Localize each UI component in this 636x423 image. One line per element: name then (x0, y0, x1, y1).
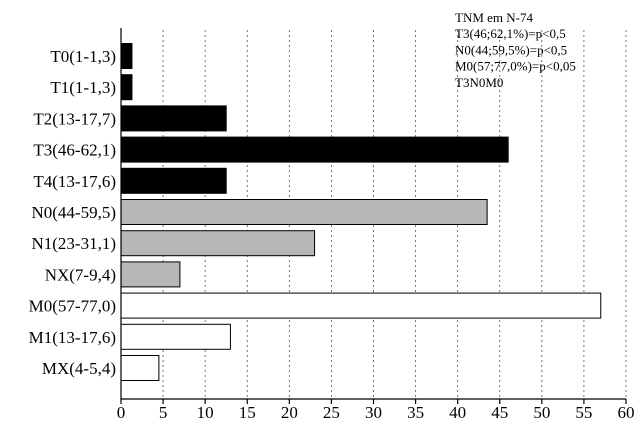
x-tick-label-50: 50 (533, 403, 550, 422)
category-label-m0: M0(57-77,0) (29, 297, 116, 316)
category-label-t1: T1(1-1,3) (50, 78, 116, 97)
annotation-line-4: M0(57;77,0%)=p<0,05 (455, 59, 576, 74)
x-tick-label-15: 15 (239, 403, 256, 422)
bar-t0 (120, 43, 133, 69)
annotation-line-1: TNM em N-74 (455, 10, 533, 25)
category-label-t4: T4(13-17,6) (33, 172, 116, 191)
x-tick-label-10: 10 (197, 403, 214, 422)
bar-t4 (120, 167, 227, 194)
x-tick-label-0: 0 (117, 403, 126, 422)
x-tick-label-20: 20 (281, 403, 298, 422)
category-labels: T0(1-1,3) T1(1-1,3) T2(13-17,7) T3(46-62,1)… (29, 47, 116, 378)
bar-t3 (120, 136, 509, 163)
annotation-line-3: N0(44;59,5%)=p<0,5 (455, 42, 567, 57)
grid-lines (162, 30, 627, 399)
category-label-t2: T2(13-17,7) (33, 109, 116, 128)
bar-t2 (120, 105, 227, 132)
bar-m1 (120, 323, 231, 350)
bars-group (120, 43, 602, 381)
category-label-n1: N1(23-31,1) (31, 234, 116, 253)
x-tick-label-40: 40 (449, 403, 466, 422)
x-tick-label-30: 30 (365, 403, 382, 422)
x-tick-labels: 0 5 10 15 20 25 30 35 40 45 50 55 60 (117, 403, 635, 422)
x-tick-label-55: 55 (575, 403, 592, 422)
bar-mx (120, 355, 160, 381)
axes-group (120, 28, 627, 404)
category-label-t3: T3(46-62,1) (33, 141, 116, 160)
annotation-line-5: T3N0M0 (455, 75, 503, 90)
x-tick-label-45: 45 (491, 403, 508, 422)
annotation-box: TNM em N-74T3(46;62,1%)=p<0,5N0(44;59,5%… (455, 10, 576, 90)
bar-n0 (120, 199, 488, 225)
bar-n1 (120, 230, 316, 257)
annotation-line-2: T3(46;62,1%)=p<0,5 (455, 26, 566, 41)
bar-t1 (120, 74, 133, 101)
category-label-m1: M1(13-17,6) (29, 328, 116, 347)
x-tick-label-60: 60 (618, 403, 635, 422)
category-label-mx: MX(4-5,4) (42, 359, 116, 378)
category-label-n0: N0(44-59,5) (31, 203, 116, 222)
x-tick-label-25: 25 (323, 403, 340, 422)
category-label-nx: NX(7-9,4) (45, 265, 116, 284)
bar-m0 (120, 292, 602, 319)
bar-nx (120, 261, 181, 288)
x-tick-label-35: 35 (407, 403, 424, 422)
category-label-t0: T0(1-1,3) (50, 47, 116, 66)
x-tick-label-5: 5 (159, 403, 168, 422)
